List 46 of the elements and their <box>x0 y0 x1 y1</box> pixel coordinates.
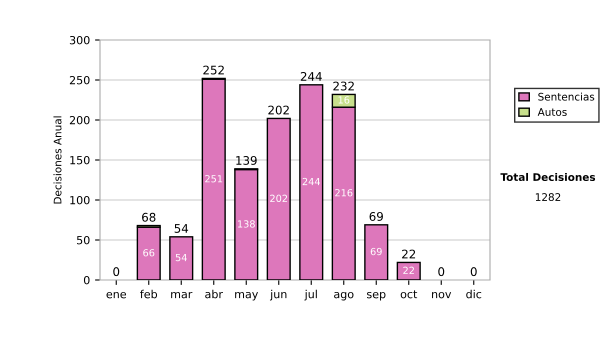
x-tick-label: feb <box>140 290 158 298</box>
total-label: 232 <box>333 82 354 91</box>
legend-label: Autos <box>538 108 567 116</box>
data-label: 202 <box>270 194 288 202</box>
data-label: 66 <box>143 249 154 256</box>
y-tick-label: 0 <box>84 276 90 284</box>
x-tick-label: oct <box>400 290 418 298</box>
x-tick-label: mar <box>171 292 192 298</box>
x-tick-label: may <box>235 292 258 300</box>
y-tick-label: 150 <box>70 156 90 164</box>
legend-label: Sentencias <box>538 92 594 101</box>
total-label: 0 <box>113 267 120 276</box>
text: 1282 <box>536 193 560 202</box>
data-label: 16 <box>338 96 350 104</box>
data-label: 22 <box>403 266 414 274</box>
total-label: 0 <box>470 267 477 276</box>
data-label: 251 <box>205 175 222 182</box>
y-tick-label: 200 <box>70 116 90 124</box>
x-tick-label: dic <box>466 290 482 298</box>
x-tick-label: ago <box>334 292 354 300</box>
total-label: 244 <box>300 72 322 81</box>
y-tick-label: 250 <box>70 76 90 84</box>
x-tick-label: sep <box>367 292 386 300</box>
total-label: 69 <box>370 212 383 221</box>
y-tick-label: 300 <box>70 36 90 44</box>
total-label: 0 <box>438 267 444 276</box>
x-tick-label: nov <box>432 292 452 298</box>
total-label: 54 <box>174 224 188 233</box>
data-label: 138 <box>238 220 255 228</box>
y-axis-title: Decisiones Anual <box>53 116 62 204</box>
total-label: 252 <box>203 66 224 75</box>
y-tick-label: 100 <box>70 196 90 204</box>
data-label: 216 <box>335 189 352 196</box>
total-label: 139 <box>236 156 257 165</box>
total-label: 22 <box>402 250 416 258</box>
total-label: 68 <box>142 212 156 222</box>
x-tick-label: jun <box>270 290 286 300</box>
data-label: 69 <box>370 248 382 256</box>
y-tick-label: 50 <box>76 236 90 244</box>
text: Total Decisiones <box>500 172 596 182</box>
x-tick-label: jul <box>304 290 317 300</box>
total-label: 202 <box>268 106 289 115</box>
data-label: 244 <box>302 178 320 186</box>
x-tick-label: ene <box>106 292 126 298</box>
data-label: 54 <box>176 254 187 262</box>
x-tick-label: abr <box>205 290 223 298</box>
